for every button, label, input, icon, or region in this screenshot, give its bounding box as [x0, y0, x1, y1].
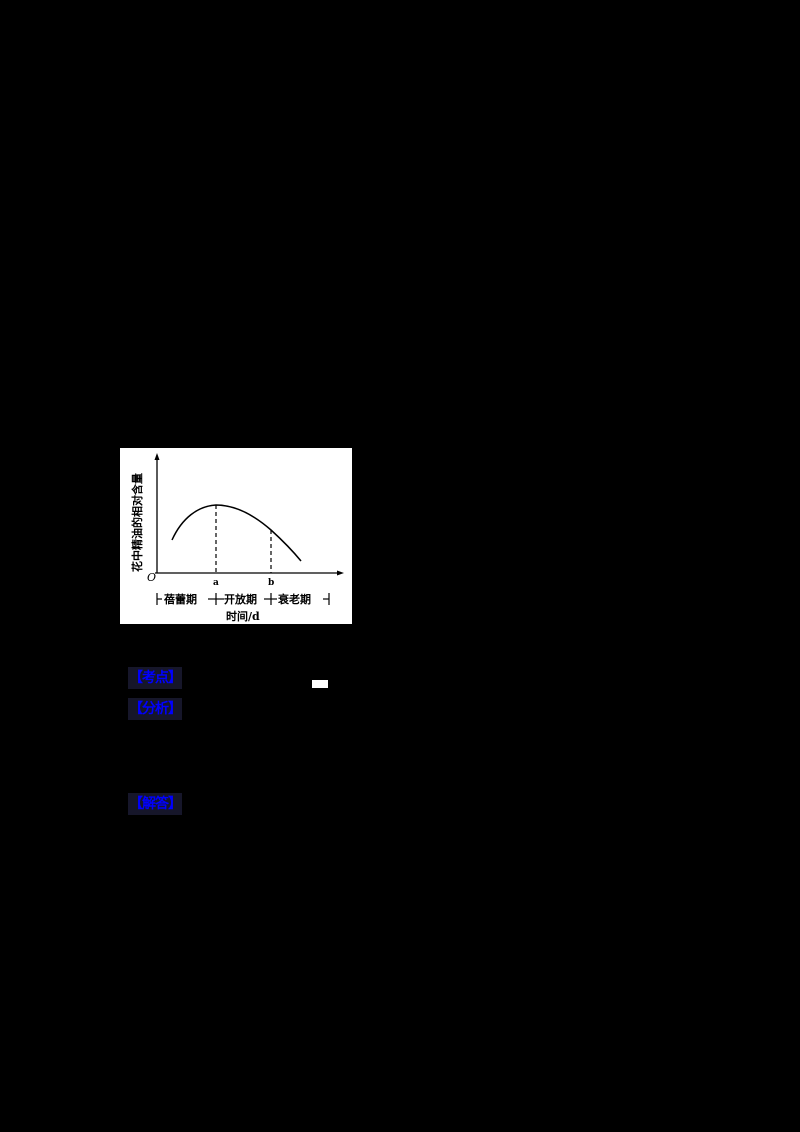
- stage-label-open: 开放期: [224, 592, 257, 606]
- x-axis-arrow-icon: [337, 570, 344, 576]
- stage-label-senescence: 衰老期: [277, 592, 311, 606]
- y-axis-arrow-icon: [154, 453, 160, 460]
- content-curve: [171, 504, 302, 562]
- tick-label-a: a: [213, 578, 219, 588]
- x-axis-label: 时间/d: [226, 609, 260, 623]
- essential-oil-chart: O a b 蓓蕾期 开放期 衰老期 时间/d 花中精油的相对含量: [120, 448, 352, 624]
- answer-blank: [312, 680, 328, 688]
- y-axis-label: 花中精油的相对含量: [130, 473, 144, 572]
- stage-brackets: [156, 593, 330, 605]
- chart-svg: O a b 蓓蕾期 开放期 衰老期 时间/d 花中精油的相对含量: [130, 453, 344, 623]
- origin-label: O: [147, 571, 156, 584]
- section-label-jieda: 【解答】: [128, 793, 182, 815]
- section-label-kaodian: 【考点】: [128, 667, 182, 689]
- tick-label-b: b: [268, 578, 274, 588]
- section-label-fenxi: 【分析】: [128, 698, 182, 720]
- stage-label-bud: 蓓蕾期: [163, 592, 197, 606]
